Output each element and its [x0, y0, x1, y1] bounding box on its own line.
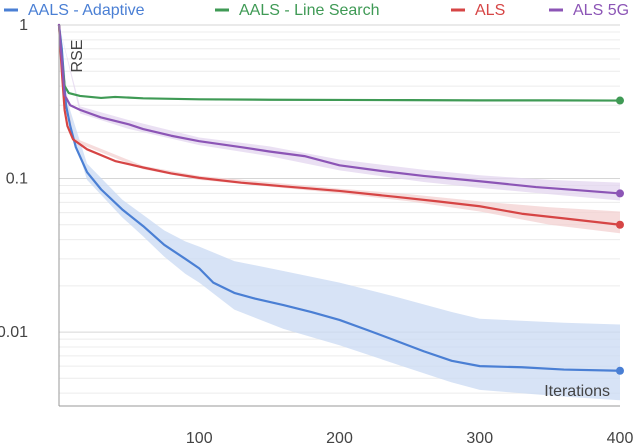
- y-axis-title: RSE: [69, 40, 86, 73]
- series-line: [57, 23, 622, 372]
- series-endpoint: [616, 96, 624, 105]
- series-endpoint: [616, 220, 624, 229]
- x-tick-label: 200: [326, 430, 353, 443]
- x-tick-label: 400: [607, 430, 634, 443]
- x-axis-title: Iterations: [544, 383, 610, 400]
- legend: AALS - Adaptive AALS - Line Search ALS ALS …: [4, 2, 629, 19]
- series-endpoints: [616, 96, 624, 375]
- confidence-band: [59, 25, 620, 401]
- tick-labels: 100 200 300 400 1 0.1 0.01: [0, 17, 633, 443]
- legend-label: AALS - Line Search: [239, 2, 380, 19]
- series-line: [57, 23, 622, 195]
- x-tick-label: 300: [466, 430, 493, 443]
- series-line: [57, 23, 622, 102]
- y-tick-label: 1: [19, 17, 28, 34]
- legend-label: AALS - Adaptive: [28, 2, 145, 19]
- series-endpoint: [616, 366, 624, 375]
- y-tick-label: 0.01: [0, 324, 28, 341]
- series-endpoint: [616, 189, 624, 198]
- x-tick-label: 100: [186, 430, 213, 443]
- series-lines: [57, 23, 622, 372]
- legend-label: ALS 5G: [573, 2, 629, 19]
- legend-label: ALS: [475, 2, 505, 19]
- y-tick-label: 0.1: [6, 171, 28, 188]
- confidence-band: [59, 25, 620, 201]
- series-line: [57, 23, 622, 226]
